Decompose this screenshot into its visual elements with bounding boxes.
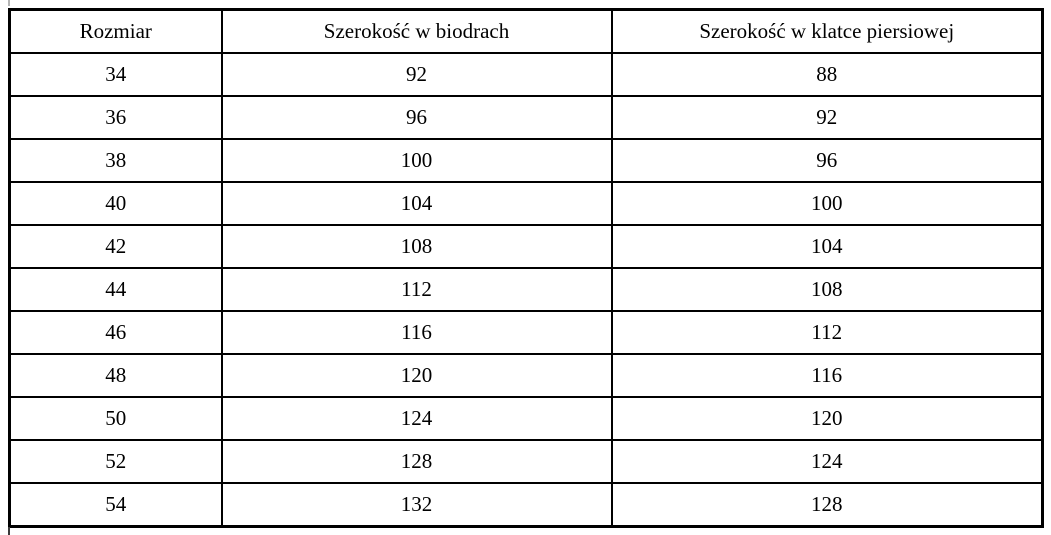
table-cell: 100: [220, 138, 613, 183]
table-continuation-line-top: [8, 0, 10, 6]
table-cell: 124: [220, 396, 613, 441]
table-row: 44 112 108: [8, 267, 1044, 312]
column-header: Szerokość w biodrach: [220, 8, 613, 54]
table-cell: 116: [220, 310, 613, 355]
table-cell: 112: [220, 267, 613, 312]
table-cell: 36: [8, 95, 223, 140]
table-header: Rozmiar Szerokość w biodrach Szerokość w k…: [8, 8, 1044, 54]
table-cell: 42: [8, 224, 223, 269]
table-row: 48 120 116: [8, 353, 1044, 398]
table-cell: 104: [610, 224, 1044, 269]
table-cell: 88: [610, 52, 1044, 97]
table-cell: 128: [610, 482, 1044, 528]
table-continuation-line-bottom: [8, 527, 10, 535]
table-cell: 50: [8, 396, 223, 441]
table-cell: 132: [220, 482, 613, 528]
table-row: 42 108 104: [8, 224, 1044, 269]
table-row: 46 116 112: [8, 310, 1044, 355]
column-header: Rozmiar: [8, 8, 223, 54]
table-cell: 96: [610, 138, 1044, 183]
table-row: 34 92 88: [8, 52, 1044, 97]
size-chart-table: Rozmiar Szerokość w biodrach Szerokość w k…: [8, 8, 1044, 528]
table-cell: 128: [220, 439, 613, 484]
table-cell: 46: [8, 310, 223, 355]
table-cell: 124: [610, 439, 1044, 484]
table-cell: 120: [220, 353, 613, 398]
table-row: 38 100 96: [8, 138, 1044, 183]
table-cell: 44: [8, 267, 223, 312]
column-header: Szerokość w klatce piersiowej: [610, 8, 1044, 54]
table-cell: 38: [8, 138, 223, 183]
table-cell: 52: [8, 439, 223, 484]
table-cell: 96: [220, 95, 613, 140]
table-cell: 48: [8, 353, 223, 398]
table-cell: 116: [610, 353, 1044, 398]
table-cell: 104: [220, 181, 613, 226]
table-cell: 34: [8, 52, 223, 97]
table-cell: 54: [8, 482, 223, 528]
table-cell: 92: [220, 52, 613, 97]
table-cell: 40: [8, 181, 223, 226]
table-cell: 92: [610, 95, 1044, 140]
table-cell: 108: [610, 267, 1044, 312]
table-cell: 108: [220, 224, 613, 269]
table-row: 36 96 92: [8, 95, 1044, 140]
table-cell: 100: [610, 181, 1044, 226]
table-row: 50 124 120: [8, 396, 1044, 441]
table-cell: 120: [610, 396, 1044, 441]
table-row: 54 132 128: [8, 482, 1044, 528]
header-row: Rozmiar Szerokość w biodrach Szerokość w k…: [8, 8, 1044, 54]
table-row: 40 104 100: [8, 181, 1044, 226]
table-row: 52 128 124: [8, 439, 1044, 484]
table-body: 34 92 88 36 96 92 38 100 96 40 104 100 42 108 104 44 112…: [8, 52, 1044, 528]
table-cell: 112: [610, 310, 1044, 355]
